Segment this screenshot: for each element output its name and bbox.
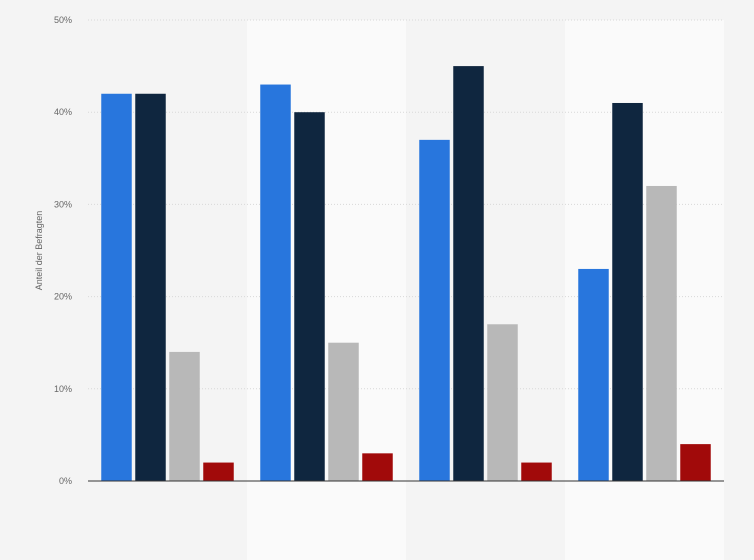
bar-cat2-series1[interactable] — [260, 84, 291, 481]
y-axis-ticks: 0% 10% 20% 30% 40% 50% — [54, 15, 72, 486]
bar-cat4-series2[interactable] — [612, 102, 643, 481]
y-tick-label: 30% — [54, 199, 72, 209]
bar-cat4-series4[interactable] — [680, 444, 711, 481]
bar-cat3-series4[interactable] — [521, 462, 552, 481]
y-tick-label: 50% — [54, 15, 72, 25]
bar-cat2-series2[interactable] — [294, 112, 325, 481]
y-tick-label: 20% — [54, 292, 72, 302]
bar-cat1-series1[interactable] — [101, 93, 132, 481]
bar-cat3-series2[interactable] — [453, 66, 484, 481]
y-tick-label: 0% — [59, 476, 72, 486]
bar-cat1-series4[interactable] — [203, 462, 234, 481]
bar-cat1-series2[interactable] — [135, 93, 166, 481]
y-tick-label: 40% — [54, 107, 72, 117]
bar-cat4-series3[interactable] — [646, 185, 677, 481]
bar-cat3-series3[interactable] — [487, 324, 518, 481]
bar-cat2-series3[interactable] — [328, 342, 359, 481]
y-tick-label: 10% — [54, 384, 72, 394]
bar-cat4-series1[interactable] — [578, 268, 609, 481]
bars — [101, 66, 711, 482]
bar-cat3-series1[interactable] — [419, 139, 450, 482]
bar-cat2-series4[interactable] — [362, 453, 393, 481]
bar-cat1-series3[interactable] — [169, 351, 200, 481]
y-axis-title: Anteil der Befragten — [34, 211, 44, 291]
